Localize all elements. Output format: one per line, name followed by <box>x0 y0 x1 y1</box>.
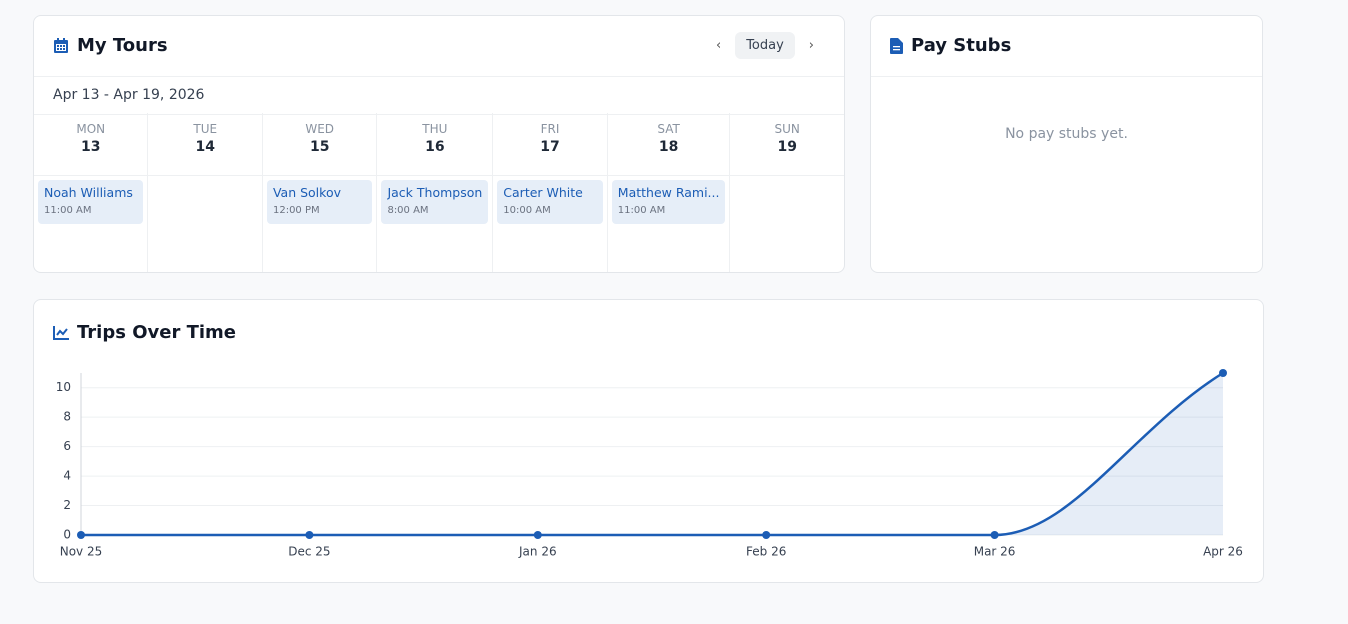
day-date: 19 <box>777 139 797 155</box>
y-tick-label: 2 <box>63 498 71 512</box>
x-tick-label: Nov 25 <box>60 545 103 559</box>
event-name: Noah Williams <box>44 185 133 200</box>
day-header: FRI 17 <box>493 122 607 176</box>
day-date: 15 <box>309 139 330 155</box>
chart-card: Trips Over Time 0 2 4 6 8 10 Nov 25 Dec 25 Jan 2… <box>33 299 1264 583</box>
doc-icon <box>890 37 903 54</box>
point <box>762 531 771 539</box>
event-time: 10:00 AM <box>503 205 551 216</box>
point <box>77 531 85 539</box>
tours-card: My Tours ‹ Today › Apr 13 - Apr 19, 2026… <box>33 15 845 273</box>
x-tick-label: Feb 26 <box>746 545 786 559</box>
tour-event[interactable]: Matthew Rami... 11:00 AM <box>611 180 726 224</box>
day-header: WED 15 <box>262 122 377 176</box>
x-tick-label: Dec 25 <box>288 545 330 559</box>
day-date: 13 <box>81 139 101 155</box>
event-name: Jack Thompson <box>387 185 483 200</box>
card-header: Pay Stubs <box>890 35 1011 56</box>
card-title: My Tours <box>77 35 168 56</box>
day-header: TUE 14 <box>148 122 262 176</box>
week-nav: ‹ Today › <box>716 32 814 59</box>
x-tick-label: Apr 26 <box>1203 545 1243 559</box>
day-name: SAT <box>657 122 680 136</box>
x-tick-label: Mar 26 <box>974 545 1016 559</box>
event-time: 11:00 AM <box>617 205 666 216</box>
line-area <box>81 373 1223 535</box>
card-header: My Tours <box>53 35 168 56</box>
y-tick-label: 8 <box>63 410 71 424</box>
y-tick-label: 4 <box>63 469 71 483</box>
calendar-icon <box>54 37 68 53</box>
day-date: 18 <box>658 139 679 155</box>
event-time: 11:00 AM <box>44 205 92 216</box>
day-name: MON <box>76 122 106 136</box>
line <box>81 371 1224 537</box>
day-name: WED <box>305 122 335 136</box>
event-time: 8:00 AM <box>387 205 429 216</box>
day-column: MON 13 Noah Williams 11:00 AM <box>34 113 149 272</box>
card-title: Pay Stubs <box>911 35 1012 56</box>
y-tick-label: 0 <box>63 528 71 542</box>
day-date: 16 <box>425 139 445 155</box>
chart: 0 2 4 6 8 10 Nov 25 Dec 25 Jan 26 Feb 26 Mar 26 Apr… <box>56 369 1243 559</box>
card-header: Trips Over Time <box>53 322 236 343</box>
event-name: Van Solkov <box>272 185 341 200</box>
event-time: 12:00 PM <box>272 205 320 216</box>
chart-icon <box>53 325 69 340</box>
day-date: 14 <box>195 139 215 155</box>
day-name: SUN <box>774 122 800 136</box>
day-header: THU 16 <box>377 122 493 176</box>
day-column: THU 16 Jack Thompson 8:00 AM <box>377 113 494 272</box>
prev-button[interactable]: ‹ <box>715 38 722 53</box>
day-column: TUE 14 <box>148 113 263 272</box>
date-range: Apr 13 - Apr 19, 2026 <box>34 76 844 115</box>
empty-message: No pay stubs yet. <box>1005 126 1128 142</box>
chart-title: Trips Over Time <box>77 322 237 343</box>
day-name: TUE <box>193 122 218 136</box>
day-name: THU <box>422 122 448 136</box>
tour-event[interactable]: Noah Williams 11:00 AM <box>38 180 144 224</box>
day-header: SAT 18 <box>607 122 730 176</box>
event-name: Matthew Rami... <box>617 185 720 200</box>
day-column: WED 15 Van Solkov 12:00 PM <box>262 113 378 272</box>
point <box>533 531 542 539</box>
pay-stubs-card: Pay Stubs No pay stubs yet. <box>870 15 1263 273</box>
point <box>305 531 314 539</box>
day-header: SUN 19 <box>730 122 844 176</box>
day-column: SUN 19 <box>730 113 844 272</box>
day-date: 17 <box>540 139 560 155</box>
calendar: MON 13 Noah Williams 11:00 AM TUE 14 WED 15 Van … <box>34 113 844 272</box>
x-tick-label: Jan 26 <box>518 545 557 559</box>
day-column: SAT 18 Matthew Rami... 11:00 AM <box>607 113 731 272</box>
point <box>990 531 999 539</box>
tour-event[interactable]: Van Solkov 12:00 PM <box>266 180 373 224</box>
day-name: FRI <box>540 122 560 136</box>
today-button[interactable]: Today <box>735 32 795 59</box>
event-name: Carter White <box>503 185 583 200</box>
y-tick-label: 10 <box>56 380 71 394</box>
day-column: FRI 17 Carter White 10:00 AM <box>493 113 608 272</box>
point <box>1219 369 1227 377</box>
next-button[interactable]: › <box>808 38 814 53</box>
tour-event[interactable]: Jack Thompson 8:00 AM <box>381 180 489 224</box>
day-header: MON 13 <box>34 122 148 176</box>
y-tick-label: 6 <box>63 439 71 453</box>
divider <box>871 76 1262 77</box>
tour-event[interactable]: Carter White 10:00 AM <box>497 180 603 224</box>
